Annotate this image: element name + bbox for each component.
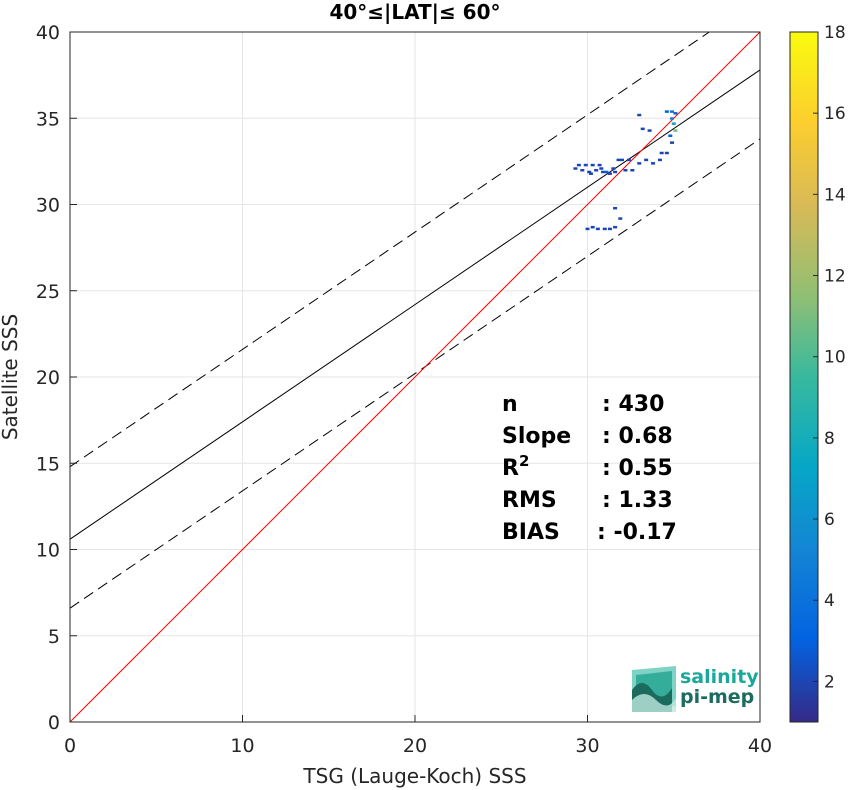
colorbar-tick-label: 12 xyxy=(824,267,846,287)
colorbar-tick-label: 8 xyxy=(824,429,835,449)
x-tick-label: 10 xyxy=(230,735,254,757)
scatter-point xyxy=(611,167,616,170)
x-tick-label: 30 xyxy=(575,735,599,757)
stats-box: n : 430 Slope : 0.68 R2 : 0.55 RMS : 1.33 BIAS : … xyxy=(502,392,677,545)
scatter-point xyxy=(618,217,623,220)
scatter-point xyxy=(587,170,592,174)
scatter-point xyxy=(604,170,609,174)
scatter-point xyxy=(599,167,604,170)
stat-value: : 0.55 xyxy=(602,456,673,481)
scatter-points xyxy=(573,110,678,231)
scatter-point xyxy=(644,158,649,162)
y-axis-label: Satellite SSS xyxy=(0,314,22,440)
axis-ticks: 0 10 20 30 40 0 5 10 15 20 25 30 35 40 xyxy=(36,22,772,757)
scatter-point xyxy=(597,163,602,167)
scatter-point xyxy=(607,172,612,175)
logo-text-salinity: salinity xyxy=(680,666,759,688)
y-tick-label: 30 xyxy=(36,195,60,217)
stat-label: BIAS xyxy=(502,520,560,545)
scatter-point xyxy=(595,227,600,231)
scatter-point xyxy=(647,129,652,132)
scatter-point xyxy=(585,227,590,231)
logo-text-pimep: pi-mep xyxy=(680,686,754,708)
y-tick-label: 40 xyxy=(36,22,60,44)
scatter-point xyxy=(670,110,675,113)
scatter-point xyxy=(664,151,669,155)
scatter-point xyxy=(637,162,642,165)
scatter-point xyxy=(659,151,664,155)
stat-value: : 1.33 xyxy=(602,488,673,513)
scatter-point xyxy=(623,169,628,172)
y-tick-label: 25 xyxy=(36,281,60,303)
stat-value: : 0.68 xyxy=(602,424,673,449)
scatter-point xyxy=(580,169,585,172)
colorbar-tick-label: 16 xyxy=(824,104,846,124)
scatter-point xyxy=(583,163,588,167)
scatter-point xyxy=(673,129,678,132)
stat-label: n xyxy=(502,392,518,417)
lower-band-line xyxy=(69,138,761,609)
scatter-point xyxy=(657,158,662,162)
scatter-point xyxy=(670,141,675,144)
colorbar-tick-label: 14 xyxy=(824,185,846,205)
scatter-point xyxy=(620,158,624,162)
colorbar-tick-label: 10 xyxy=(824,348,846,368)
scatter-point xyxy=(671,122,676,125)
scatter-point xyxy=(601,170,606,174)
stat-value: : -0.17 xyxy=(597,520,677,545)
logo-wave-icon xyxy=(632,666,676,712)
chart-title: 40°≤|LAT|≤ 60° xyxy=(329,0,500,24)
scatter-point xyxy=(664,110,669,113)
scatter-point xyxy=(576,163,581,167)
scatter-point xyxy=(626,158,631,162)
scatter-point xyxy=(594,169,599,172)
scatter-point xyxy=(637,113,642,117)
x-tick-label: 0 xyxy=(64,735,76,757)
y-tick-label: 15 xyxy=(36,453,60,475)
scatter-point xyxy=(588,172,593,175)
scatter-point xyxy=(640,127,645,131)
colorbar-ticks: 2 4 6 8 10 12 14 16 18 xyxy=(813,23,846,692)
colorbar xyxy=(789,31,819,723)
colorbar-tick-label: 4 xyxy=(824,591,835,611)
colorbar-tick-label: 18 xyxy=(824,23,846,43)
stat-label: Slope xyxy=(502,424,571,449)
salinity-pimep-logo: salinity pi-mep xyxy=(632,666,759,712)
y-tick-label: 0 xyxy=(48,712,60,734)
scatter-point xyxy=(670,117,675,120)
scatter-point xyxy=(616,158,621,162)
colorbar-tick-label: 6 xyxy=(824,510,835,530)
y-tick-label: 10 xyxy=(36,540,60,562)
colorbar-tick-label: 2 xyxy=(824,672,835,692)
scatter-point xyxy=(651,162,656,165)
y-tick-label: 20 xyxy=(36,367,60,389)
scatter-point xyxy=(613,225,618,229)
scatter-point xyxy=(668,134,673,137)
y-tick-label: 35 xyxy=(36,108,60,130)
scatter-point xyxy=(590,225,595,229)
x-tick-label: 20 xyxy=(403,735,427,757)
regression-lines xyxy=(69,31,761,723)
stat-value: : 430 xyxy=(602,392,664,417)
identity-line xyxy=(69,31,761,723)
scatter-point xyxy=(573,167,578,170)
scatter-point xyxy=(613,170,618,174)
y-tick-label: 5 xyxy=(48,626,60,648)
scatter-point xyxy=(613,206,618,210)
fit-line xyxy=(69,69,761,540)
scatter-point xyxy=(630,169,635,172)
scatter-point xyxy=(602,227,607,231)
scatter-point xyxy=(607,227,612,231)
stat-label: R2 xyxy=(502,452,529,481)
scatter-point xyxy=(673,112,678,115)
scatter-point xyxy=(590,163,595,167)
stat-label: RMS xyxy=(502,488,557,513)
x-axis-label: TSG (Lauge-Koch) SSS xyxy=(302,764,526,788)
upper-band-line xyxy=(69,31,710,468)
x-tick-label: 40 xyxy=(748,735,772,757)
